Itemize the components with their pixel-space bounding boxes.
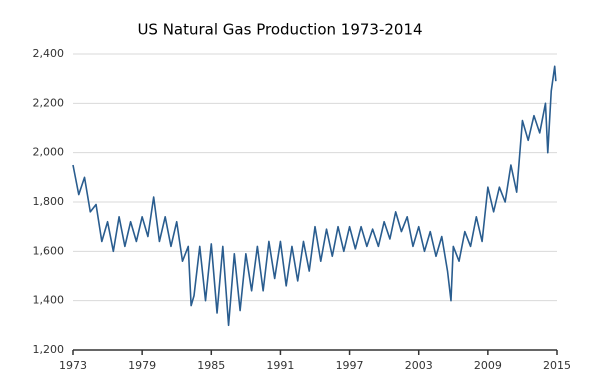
- y-tick-label: 1,200: [33, 343, 65, 356]
- x-tick-label: 2015: [543, 359, 571, 372]
- x-tick-label: 1979: [128, 359, 156, 372]
- y-tick-label: 2,200: [33, 96, 65, 109]
- y-tick-label: 2,000: [33, 146, 65, 159]
- x-tick-label: 1985: [197, 359, 225, 372]
- y-tick-label: 1,600: [33, 244, 65, 257]
- x-tick-label: 2003: [405, 359, 433, 372]
- data-line: [72, 65, 557, 327]
- chart-title: US Natural Gas Production 1973-2014: [137, 21, 422, 39]
- y-tick-label: 1,800: [33, 195, 65, 208]
- x-tick-label: 1991: [266, 359, 294, 372]
- y-tick-label: 1,400: [33, 294, 65, 307]
- y-tick-label: 2,400: [33, 47, 65, 60]
- x-tick-label: 1973: [59, 359, 87, 372]
- x-tick-label: 2009: [474, 359, 502, 372]
- x-tick-label: 1997: [336, 359, 364, 372]
